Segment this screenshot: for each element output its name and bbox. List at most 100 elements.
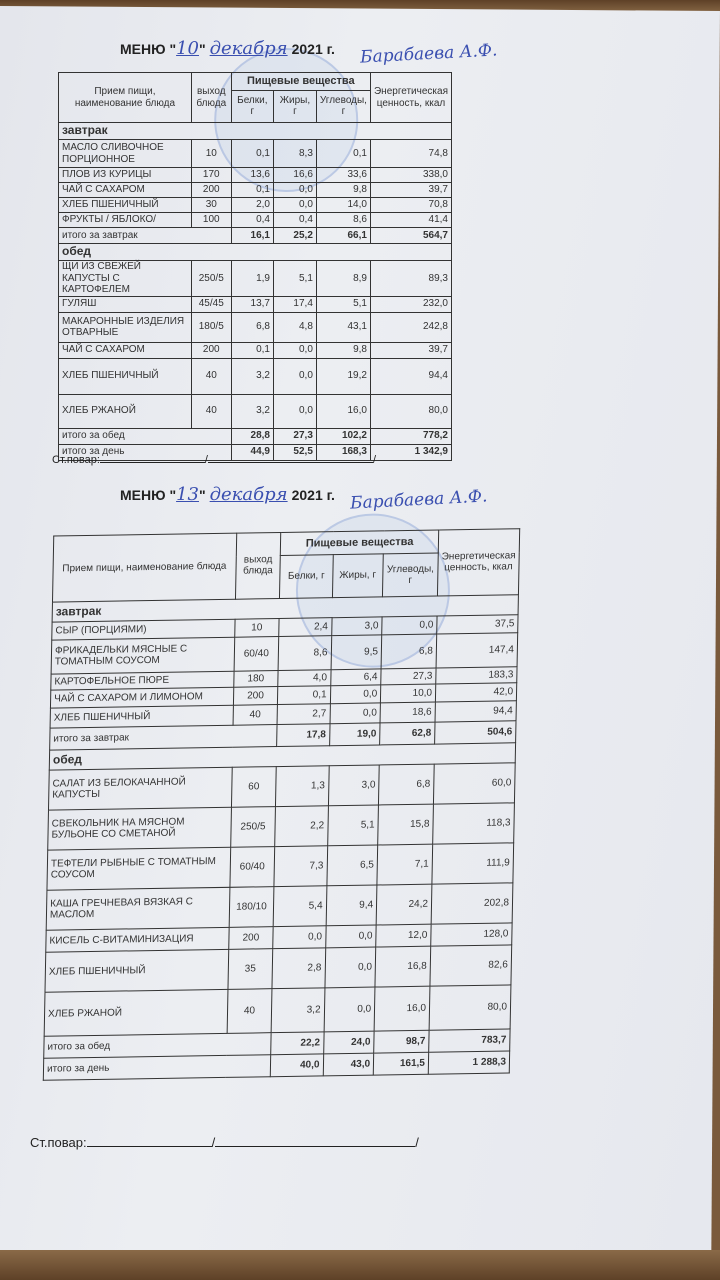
dish-energy: 37,5 <box>436 614 519 635</box>
head-cook-label: Ст.повар: <box>52 454 100 466</box>
table-row: ХЛЕБ РЖАНОЙ 40 3,2 0,0 16,0 80,0 <box>44 984 511 1037</box>
dish-yield: 30 <box>190 197 232 213</box>
total-label: итого за завтрак <box>58 227 232 244</box>
col-header-carbs: Углеводы, г <box>382 553 439 597</box>
dish-yield: 40 <box>190 393 232 429</box>
dish-yield: 180/5 <box>190 311 232 343</box>
table-row: ПЛОВ ИЗ КУРИЦЫ 170 13,6 16,6 33,6 338,0 <box>58 167 453 183</box>
dish-fat: 0,0 <box>272 341 317 359</box>
dish-yield: 250/5 <box>230 806 276 848</box>
dish-yield: 180/10 <box>228 886 275 928</box>
col-header-yield: выход блюда <box>190 72 232 123</box>
title-quote: " <box>198 487 206 503</box>
dish-protein: 3,2 <box>271 987 325 1033</box>
dish-protein: 13,7 <box>230 295 274 313</box>
dish-fat: 16,6 <box>272 167 317 183</box>
dish-energy: 41,4 <box>369 212 453 228</box>
section-row: обед <box>58 243 452 261</box>
dish-energy: 39,7 <box>369 182 453 198</box>
dish-energy: 94,4 <box>369 357 453 395</box>
dish-carbs: 5,1 <box>315 295 371 313</box>
dish-name: СВЕКОЛЬНИК НА МЯСНОМ БУЛЬОНЕ СО СМЕТАНОЙ <box>47 807 232 851</box>
dish-name: ЧАЙ С САХАРОМ <box>58 341 192 359</box>
table-surface <box>0 1250 720 1280</box>
dish-fat: 0,0 <box>329 702 381 724</box>
dish-protein: 2,0 <box>230 197 274 213</box>
day-total-carbs: 168,3 <box>315 443 371 461</box>
total-row: итого за завтрак 16,1 25,2 66,1 564,7 <box>58 227 453 244</box>
dish-fat: 0,0 <box>272 197 317 213</box>
total-carbs: 98,7 <box>373 1030 430 1054</box>
dish-name: САЛАТ ИЗ БЕЛОКАЧАННОЙ КАПУСТЫ <box>48 767 232 811</box>
dish-protein: 1,3 <box>275 765 329 807</box>
col-header-energy: Энергетическая ценность, ккал <box>369 72 453 123</box>
handwritten-day: 13 <box>176 484 199 505</box>
dish-energy: 202,8 <box>431 882 513 925</box>
total-fat: 25,2 <box>272 227 317 244</box>
dish-energy: 74,8 <box>369 139 453 168</box>
dish-carbs: 43,1 <box>315 311 371 343</box>
dish-carbs: 9,8 <box>315 341 371 359</box>
dish-yield: 40 <box>232 704 278 726</box>
dish-fat: 17,4 <box>272 295 317 313</box>
dish-name: КАША ГРЕЧНЕВАЯ ВЯЗКАЯ С МАСЛОМ <box>46 887 230 931</box>
dish-energy: 80,0 <box>429 984 511 1031</box>
total-carbs: 102,2 <box>315 427 371 445</box>
dish-energy: 39,7 <box>369 341 453 359</box>
table-row: ЧАЙ С САХАРОМ 200 0,1 0,0 9,8 39,7 <box>58 182 453 198</box>
day-total-fat: 52,5 <box>272 443 317 461</box>
dish-yield: 250/5 <box>190 260 232 297</box>
dish-energy: 70,8 <box>369 197 453 213</box>
dish-yield: 170 <box>190 167 232 183</box>
dish-yield: 35 <box>227 948 273 990</box>
total-fat: 24,0 <box>323 1031 375 1054</box>
title-prefix: МЕНЮ " <box>120 41 177 57</box>
dish-carbs: 27,3 <box>380 668 437 685</box>
total-carbs: 62,8 <box>379 722 435 745</box>
dish-name: ФРИКАДЕЛЬКИ МЯСНЫЕ С ТОМАТНЫМ СОУСОМ <box>51 637 235 675</box>
dish-fat: 3,0 <box>331 616 383 636</box>
signature-blank <box>86 1136 212 1147</box>
dish-carbs: 0,0 <box>381 616 438 635</box>
table-row: ХЛЕБ РЖАНОЙ 40 3,2 0,0 16,0 80,0 <box>58 393 453 429</box>
head-cook-signature-line: Ст.повар: / / <box>52 452 376 466</box>
dish-name: ХЛЕБ ПШЕНИЧНЫЙ <box>58 197 192 213</box>
title-prefix: МЕНЮ " <box>120 487 177 503</box>
total-fat: 19,0 <box>329 722 381 746</box>
dish-fat: 0,4 <box>272 212 317 228</box>
day-total-energy: 1 288,3 <box>428 1050 510 1075</box>
dish-protein: 8,6 <box>278 635 332 671</box>
title-quote: " <box>198 41 206 57</box>
dish-carbs: 6,8 <box>381 634 437 669</box>
dish-protein: 3,2 <box>230 357 274 395</box>
dish-name: ТЕФТЕЛИ РЫБНЫЕ С ТОМАТНЫМ СОУСОМ <box>46 847 231 891</box>
dish-carbs: 6,8 <box>378 764 435 805</box>
table-row: МАСЛО СЛИВОЧНОЕ ПОРЦИОННОЕ 10 0,1 8,3 0,1 74,… <box>58 139 453 168</box>
total-label: итого за обед <box>58 427 232 445</box>
dish-name: МАСЛО СЛИВОЧНОЕ ПОРЦИОННОЕ <box>58 139 192 168</box>
dish-name: ЩИ ИЗ СВЕЖЕЙ КАПУСТЫ С КАРТОФЕЛЕМ <box>58 260 192 297</box>
total-energy: 564,7 <box>369 227 453 244</box>
dish-protein: 1,9 <box>230 260 274 297</box>
head-cook-label: Ст.повар: <box>30 1135 87 1150</box>
dish-carbs: 7,1 <box>377 844 433 885</box>
table-row: ФРУКТЫ / ЯБЛОКО/100 0,4 0,4 8,6 41,4 <box>58 212 453 228</box>
dish-fat: 5,1 <box>327 804 379 846</box>
handwritten-month: декабря <box>209 38 288 59</box>
total-energy: 778,2 <box>369 427 453 445</box>
col-header-carbs: Углеводы, г <box>315 89 371 123</box>
col-header-yield: выход блюда <box>235 532 281 600</box>
signature-blank <box>99 452 205 463</box>
dish-yield: 60/40 <box>229 846 275 888</box>
table-row: ХЛЕБ ПШЕНИЧНЫЙ 30 2,0 0,0 14,0 70,8 <box>58 197 453 213</box>
dish-fat: 0,0 <box>323 987 376 1032</box>
col-header-fat: Жиры, г <box>331 553 384 598</box>
dish-yield: 200 <box>232 686 279 706</box>
day-total-protein: 44,9 <box>230 443 274 461</box>
dish-energy: 338,0 <box>369 167 453 183</box>
dish-carbs: 16,0 <box>315 393 371 429</box>
table-row: ЩИ ИЗ СВЕЖЕЙ КАПУСТЫ С КАРТОФЕЛЕМ 250/5 1,… <box>58 260 453 297</box>
col-header-protein: Белки, г <box>230 89 274 123</box>
col-header-protein: Белки, г <box>279 554 333 599</box>
dish-yield: 10 <box>190 139 232 168</box>
